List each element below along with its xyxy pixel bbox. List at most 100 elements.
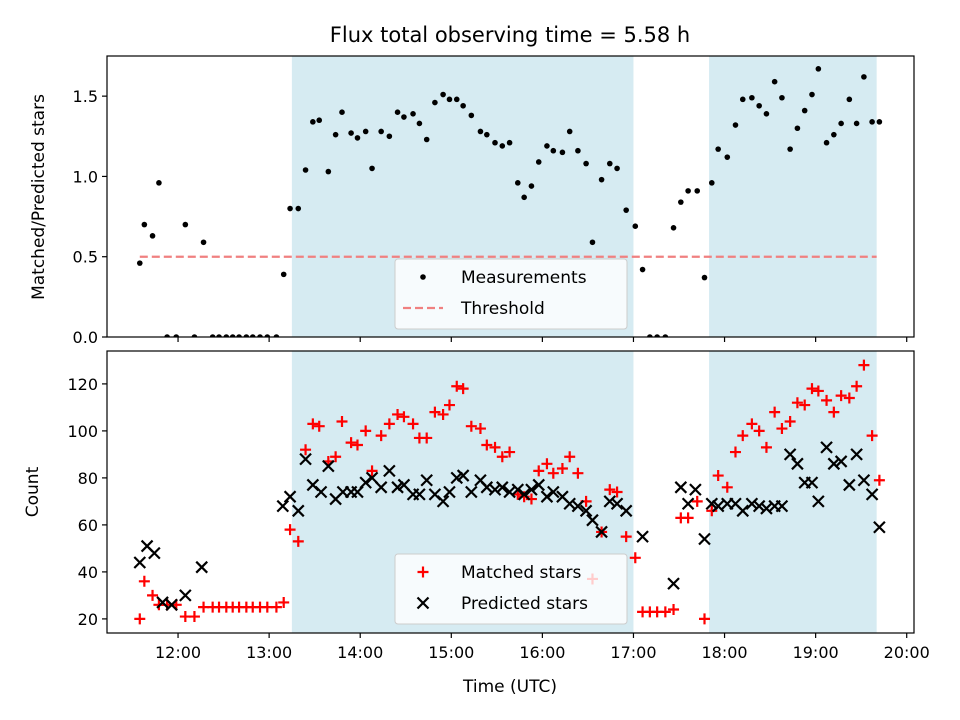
data-point xyxy=(332,131,339,138)
x-tick-label: 17:00 xyxy=(610,643,656,662)
data-point xyxy=(420,473,433,487)
data-point xyxy=(484,131,490,138)
data-point xyxy=(398,411,410,423)
data-point xyxy=(156,596,169,609)
data-point xyxy=(345,437,357,449)
data-point xyxy=(632,223,639,230)
data-point xyxy=(287,205,293,212)
data-point xyxy=(749,94,755,101)
data-point xyxy=(165,598,178,612)
data-point xyxy=(571,499,585,513)
data-point xyxy=(191,334,198,337)
top-shaded-interval xyxy=(709,56,877,337)
data-point xyxy=(148,546,161,560)
data-point xyxy=(779,94,785,101)
data-point xyxy=(685,188,691,194)
data-point xyxy=(701,274,708,281)
data-point xyxy=(280,271,287,278)
data-point xyxy=(831,131,837,138)
data-point xyxy=(330,451,342,463)
data-point xyxy=(639,266,646,273)
bottom-axes-frame xyxy=(106,350,915,634)
bottom-shaded-interval xyxy=(709,351,877,633)
data-point xyxy=(365,471,379,485)
bottom-y-axis-label: Count xyxy=(23,466,43,517)
data-point xyxy=(572,467,584,479)
data-point xyxy=(857,473,871,487)
data-point xyxy=(595,525,608,539)
data-point xyxy=(604,484,616,496)
data-point xyxy=(465,485,478,499)
data-point xyxy=(138,575,150,587)
data-point xyxy=(876,119,883,125)
x-tick-label: 20:00 xyxy=(884,643,930,662)
y-tick-label: 120 xyxy=(67,375,98,394)
data-point xyxy=(533,465,545,477)
data-point xyxy=(809,91,815,98)
data-point xyxy=(383,418,395,430)
top-legend: Measurements Threshold xyxy=(394,258,628,330)
data-point xyxy=(299,452,312,466)
data-point xyxy=(401,114,407,120)
data-point xyxy=(243,334,250,337)
data-point xyxy=(504,446,516,458)
data-point xyxy=(451,380,463,392)
y-tick-label: 80 xyxy=(78,469,98,488)
data-point xyxy=(846,96,853,103)
data-point xyxy=(336,416,348,427)
data-point xyxy=(736,504,750,518)
data-point xyxy=(511,483,525,496)
x-tick-label: 13:00 xyxy=(246,643,292,662)
top-axes-frame xyxy=(106,55,915,338)
data-point xyxy=(865,488,879,501)
data-point xyxy=(610,497,624,511)
data-point xyxy=(843,478,856,492)
data-point xyxy=(620,531,632,543)
data-point xyxy=(273,334,280,337)
data-point xyxy=(488,483,502,496)
data-point xyxy=(784,416,796,427)
data-point xyxy=(229,334,236,337)
data-point xyxy=(521,194,527,201)
data-point xyxy=(760,441,772,453)
data-point xyxy=(149,233,156,239)
data-point xyxy=(771,78,778,85)
data-point xyxy=(843,392,855,404)
data-point xyxy=(850,448,863,461)
data-point xyxy=(300,444,312,456)
legend-label: Threshold xyxy=(460,299,545,319)
data-point xyxy=(636,530,649,543)
data-point xyxy=(528,183,535,189)
data-point xyxy=(564,451,576,463)
data-point xyxy=(861,74,867,80)
data-point xyxy=(603,495,617,508)
data-point xyxy=(745,497,759,511)
data-point xyxy=(753,425,765,437)
data-point xyxy=(307,418,319,430)
data-point xyxy=(737,430,749,442)
x-tick-label: 12:00 xyxy=(155,643,201,662)
data-point xyxy=(492,139,498,146)
data-point xyxy=(815,66,822,72)
data-point xyxy=(732,122,739,128)
data-point xyxy=(392,408,404,420)
data-point xyxy=(397,478,411,492)
data-point xyxy=(164,334,170,337)
data-point xyxy=(739,96,746,103)
data-point xyxy=(827,457,841,471)
data-point xyxy=(647,334,653,337)
data-point xyxy=(223,334,230,337)
y-tick-label: 40 xyxy=(78,563,98,582)
data-point xyxy=(535,159,542,165)
data-point xyxy=(517,488,531,501)
legend-label: Predicted stars xyxy=(461,594,588,614)
x-axis-label: Time (UTC) xyxy=(462,677,557,697)
data-point xyxy=(708,180,715,186)
data-point xyxy=(362,128,369,135)
data-point xyxy=(659,606,671,618)
data-point xyxy=(339,109,345,115)
top-panel: 0.0 0.5 1.0 1.5 Measurements Threshold xyxy=(73,55,915,347)
data-point xyxy=(752,499,766,513)
data-point xyxy=(446,96,453,103)
